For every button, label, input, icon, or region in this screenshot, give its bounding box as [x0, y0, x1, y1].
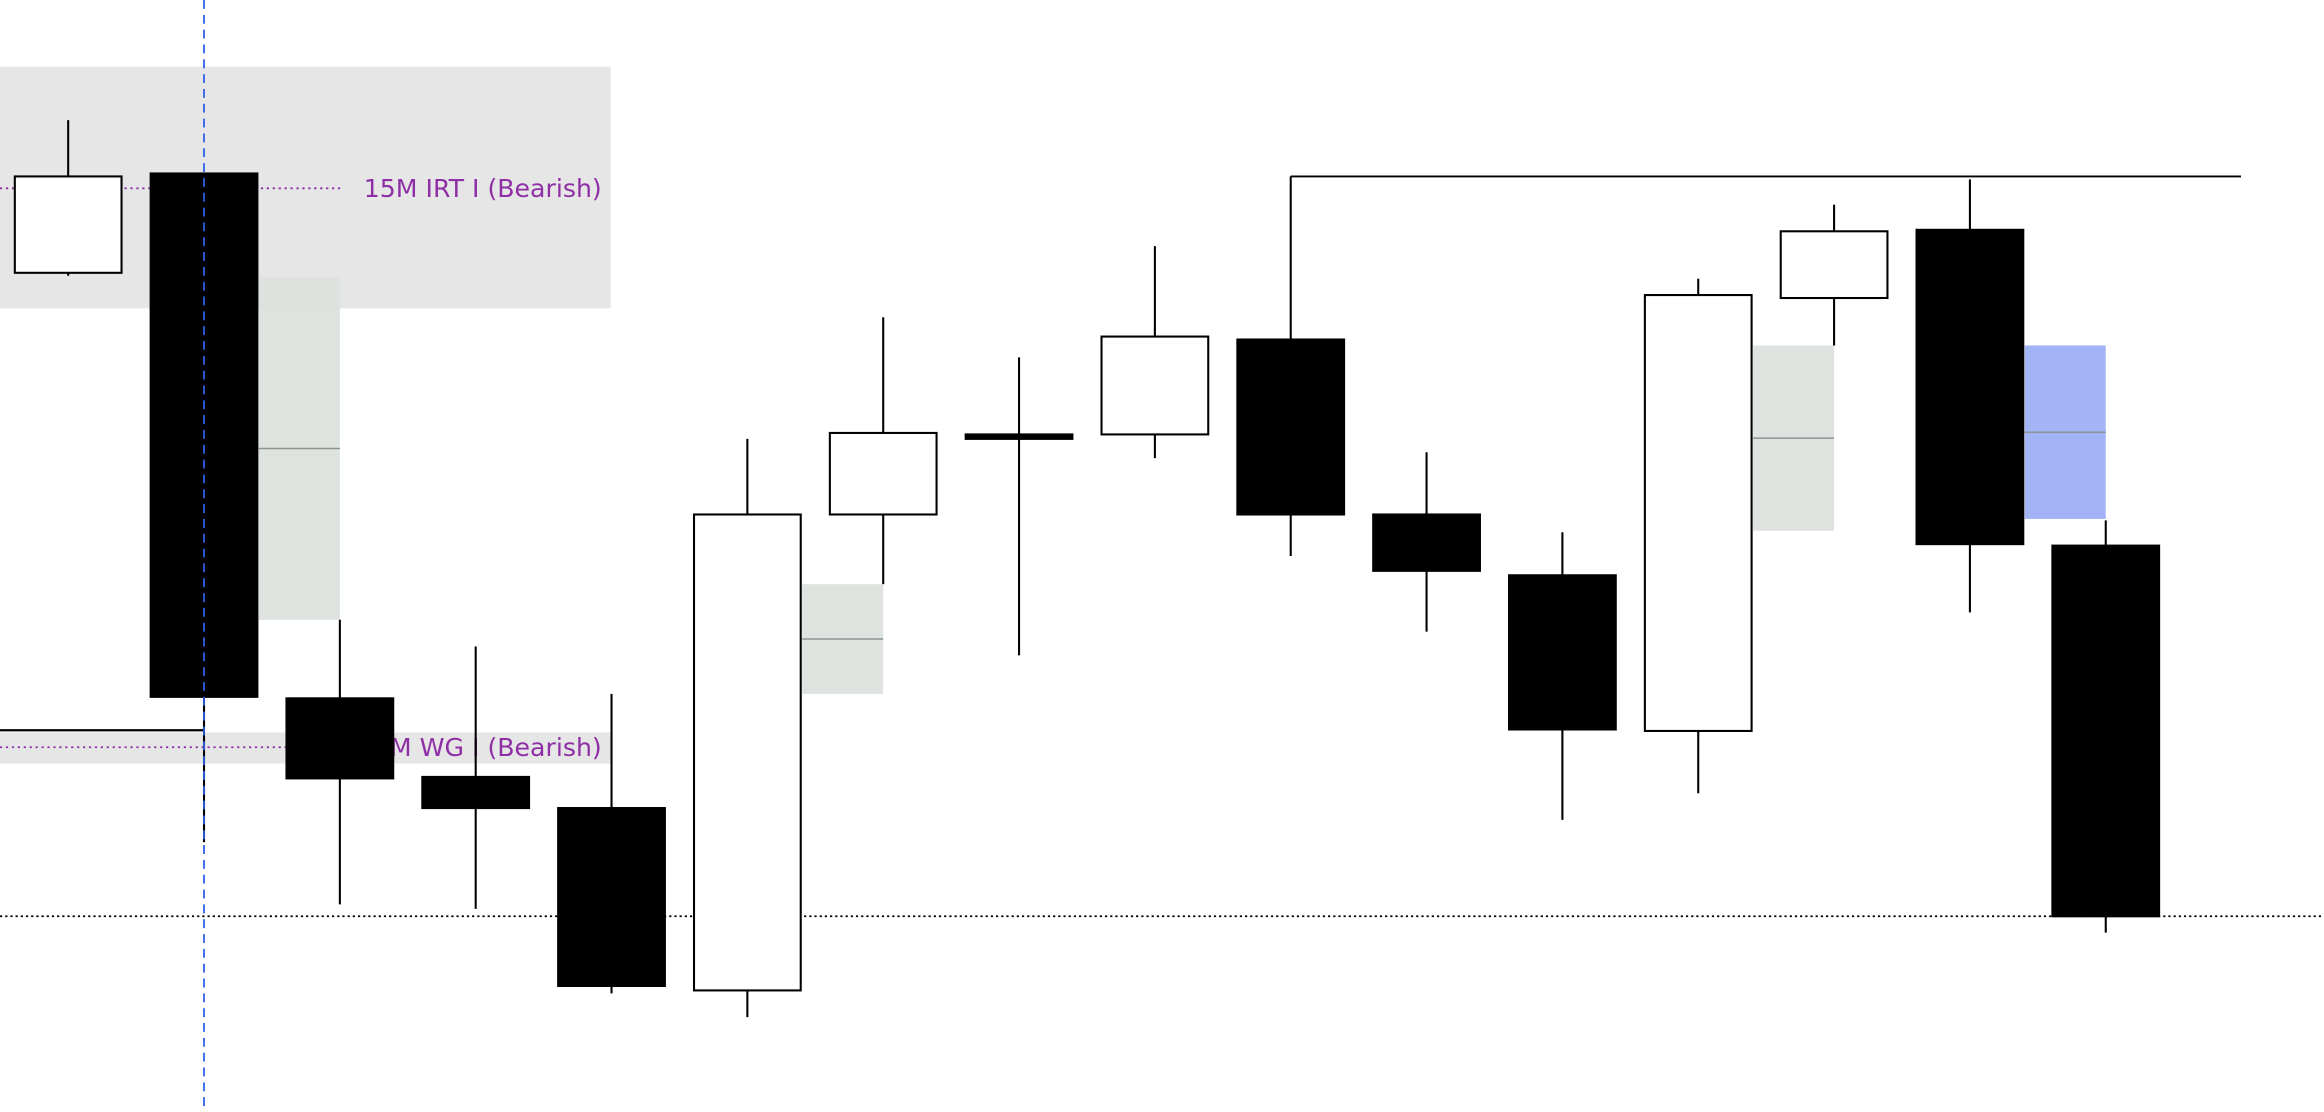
candle-bullish: [828, 431, 938, 516]
levels-layer: [0, 175, 2324, 918]
zone-label: 15M IRT I (Bearish): [364, 174, 602, 203]
candle-bearish: [1915, 228, 2025, 546]
candle-bearish: [1236, 338, 1346, 516]
gaps-layer: [258, 277, 2106, 694]
candle-bullish: [13, 175, 123, 274]
candle-bearish: [557, 807, 666, 988]
candle-bearish: [1372, 513, 1481, 572]
zone-label: 15M WG I (Bearish): [358, 733, 602, 762]
candle-bullish: [1779, 230, 1889, 300]
candle-bearish: [964, 433, 1074, 440]
candle-bearish: [421, 775, 531, 810]
candle-bearish: [2051, 544, 2161, 918]
candle-bearish: [285, 697, 395, 780]
candle-bearish: [1508, 574, 1617, 731]
candle-bullish: [1100, 335, 1210, 436]
candle-bullish: [1643, 294, 1753, 732]
candle-bullish: [692, 513, 802, 992]
